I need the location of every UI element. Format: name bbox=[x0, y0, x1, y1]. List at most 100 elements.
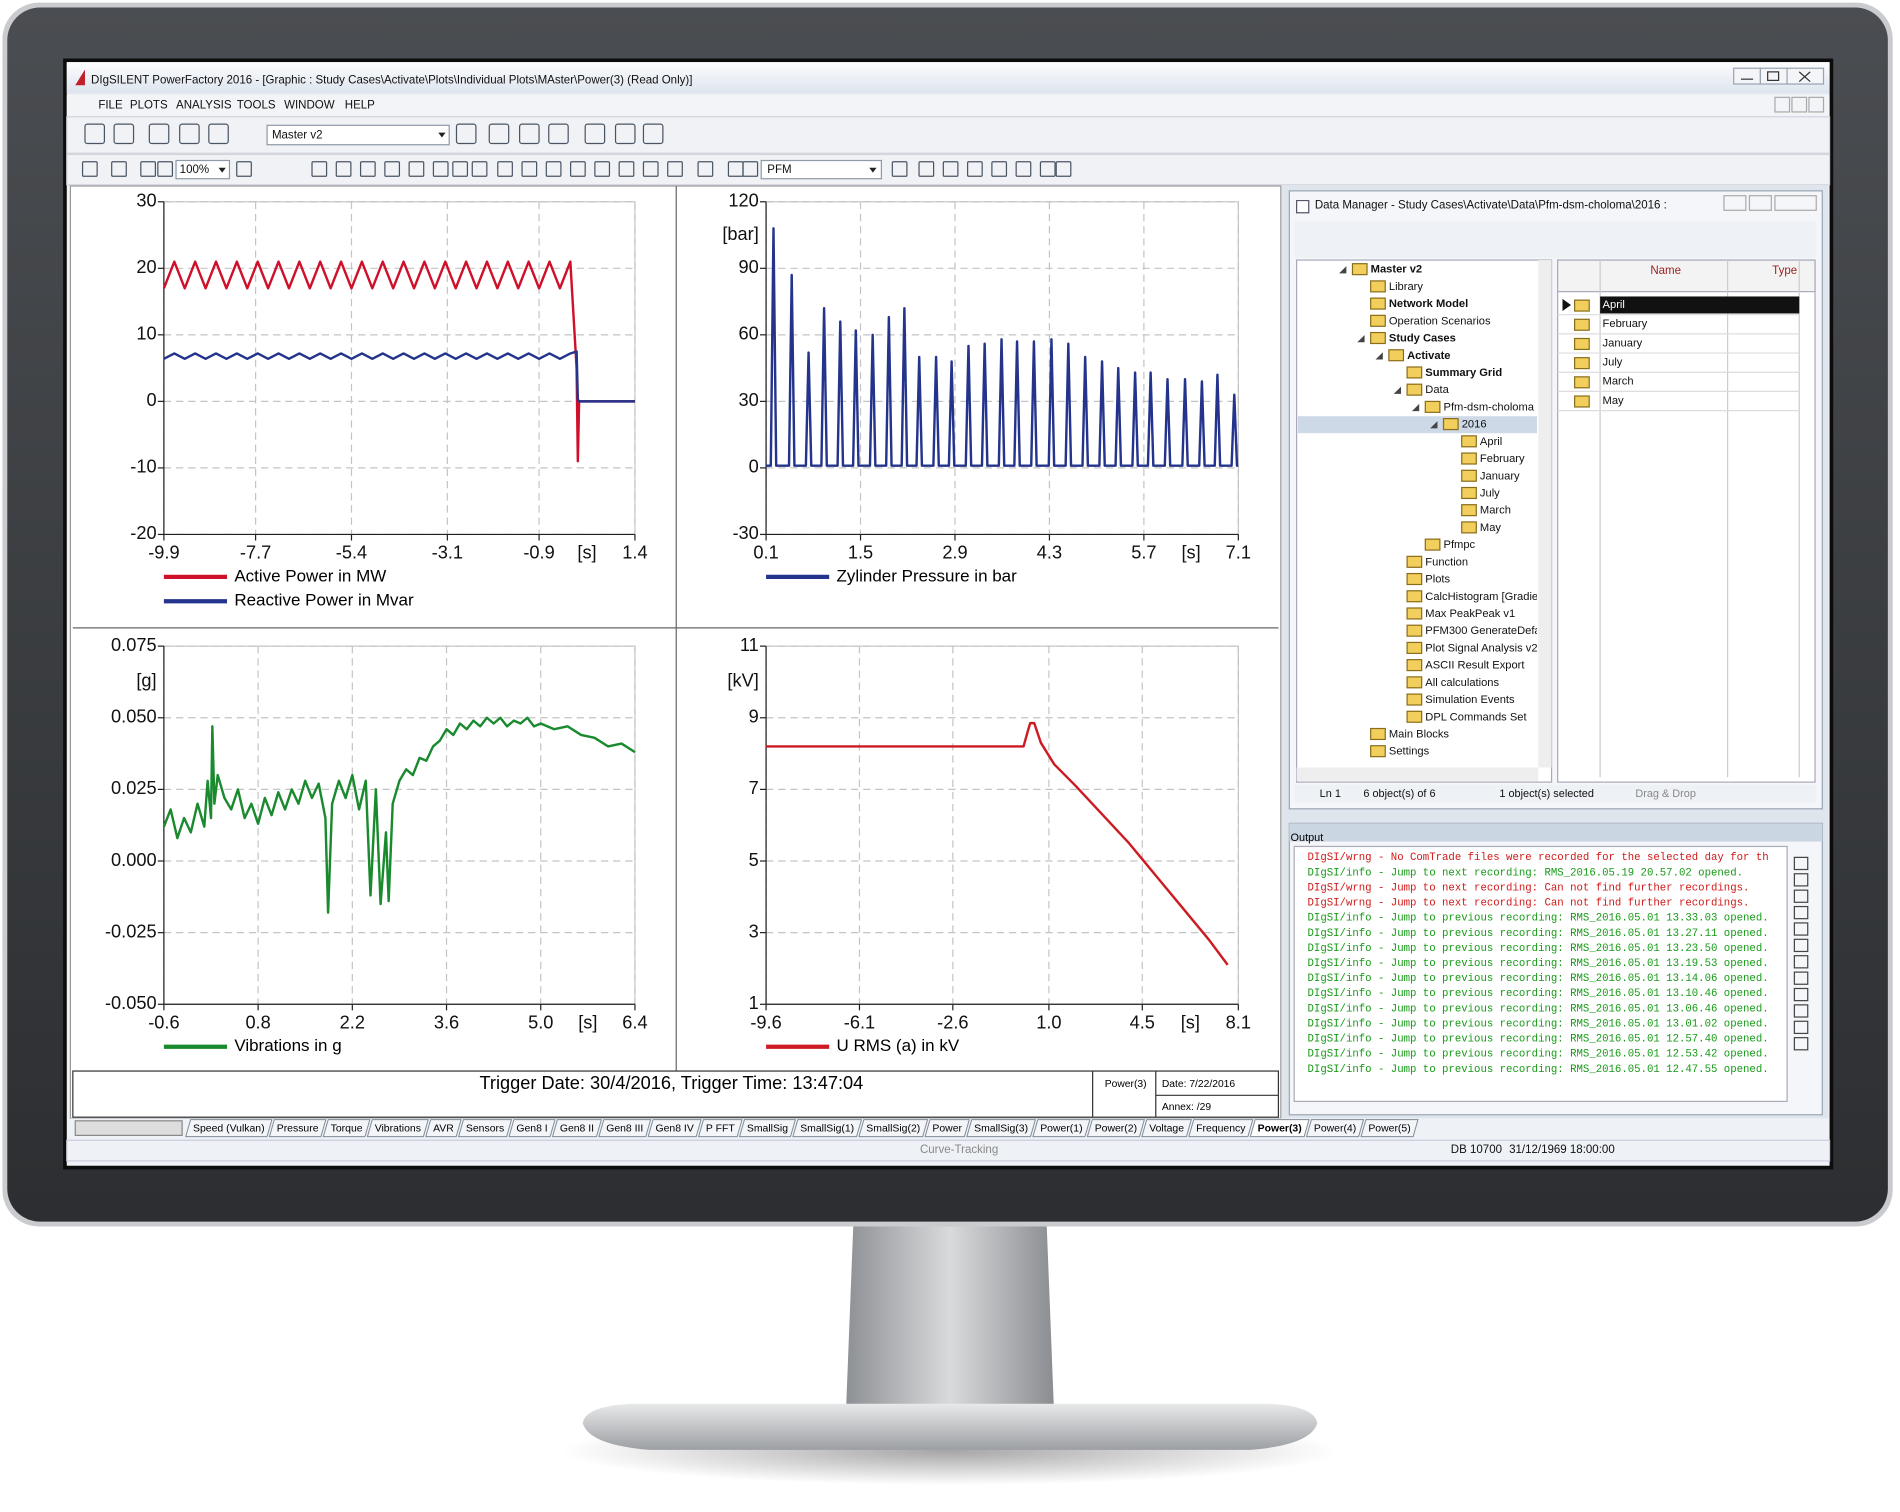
tool-button[interactable] bbox=[84, 123, 106, 145]
tree-item[interactable]: Operation Scenarios bbox=[1389, 315, 1491, 327]
tab-label[interactable]: SmallSig(2) bbox=[866, 1123, 920, 1134]
tool-button[interactable] bbox=[1055, 161, 1072, 177]
tab[interactable] bbox=[551, 1119, 602, 1138]
tool-button[interactable] bbox=[667, 161, 683, 177]
tree-item[interactable]: Plot Signal Analysis v2 bbox=[1425, 642, 1537, 654]
tree-item[interactable]: All calculations bbox=[1425, 677, 1499, 689]
tab-label[interactable]: Gen8 II bbox=[560, 1123, 594, 1134]
tab[interactable] bbox=[1305, 1119, 1365, 1138]
dm-window-buttons[interactable] bbox=[1723, 195, 1817, 211]
tool-button[interactable] bbox=[991, 161, 1008, 177]
tool-button[interactable] bbox=[455, 123, 477, 145]
tool-button[interactable] bbox=[335, 161, 352, 177]
tool-button[interactable] bbox=[618, 161, 635, 177]
tree-item[interactable]: February bbox=[1480, 453, 1525, 465]
tool-button[interactable] bbox=[1793, 873, 1809, 887]
tool-button[interactable] bbox=[584, 123, 606, 145]
tree-hscrollbar[interactable] bbox=[1296, 767, 1539, 781]
tool-button[interactable] bbox=[1793, 905, 1809, 920]
tree-item[interactable]: Pfmpc bbox=[1444, 539, 1476, 551]
list-item[interactable]: July bbox=[1603, 356, 1623, 368]
tree-item[interactable]: January bbox=[1480, 470, 1520, 482]
tab[interactable] bbox=[1360, 1119, 1419, 1138]
tab[interactable] bbox=[322, 1119, 371, 1138]
tool-button[interactable] bbox=[452, 161, 469, 177]
tool-button[interactable] bbox=[1039, 161, 1056, 177]
tool-button[interactable] bbox=[384, 161, 401, 177]
tool-button[interactable] bbox=[519, 123, 540, 145]
tab-nav[interactable] bbox=[74, 1120, 183, 1136]
tree-item[interactable]: July bbox=[1480, 488, 1500, 500]
tool-button[interactable] bbox=[942, 161, 959, 177]
menu-item[interactable]: WINDOW bbox=[284, 99, 335, 111]
tree-item[interactable]: Summary Grid bbox=[1425, 367, 1502, 379]
zoom-value[interactable]: 100% bbox=[180, 164, 209, 176]
tab-label[interactable]: Power(5) bbox=[1368, 1123, 1410, 1134]
project-name[interactable]: Master v2 bbox=[272, 130, 323, 142]
tool-button[interactable] bbox=[594, 161, 611, 177]
tool-button[interactable] bbox=[1793, 987, 1809, 1002]
tool-button[interactable] bbox=[1793, 1020, 1809, 1035]
tool-button[interactable] bbox=[1793, 1004, 1809, 1018]
tool-button[interactable] bbox=[1793, 889, 1809, 903]
mode-combo[interactable] bbox=[760, 159, 883, 180]
tab[interactable] bbox=[508, 1119, 556, 1138]
column-name[interactable]: Name bbox=[1650, 265, 1681, 277]
tool-button[interactable] bbox=[545, 161, 562, 177]
tool-button[interactable] bbox=[548, 123, 569, 145]
tool-button[interactable] bbox=[642, 161, 659, 177]
tree-item[interactable]: Function bbox=[1425, 556, 1468, 568]
tree-item[interactable]: Settings bbox=[1389, 746, 1430, 758]
tool-button[interactable] bbox=[614, 123, 636, 145]
tool-button[interactable] bbox=[742, 161, 759, 177]
tab-label[interactable]: Power(2) bbox=[1095, 1123, 1137, 1134]
tree-expander[interactable] bbox=[1411, 403, 1420, 412]
tool-button[interactable] bbox=[140, 161, 157, 177]
tree-item[interactable]: Master v2 bbox=[1371, 264, 1422, 276]
tool-button[interactable] bbox=[918, 161, 935, 177]
tool-button[interactable] bbox=[1793, 856, 1809, 871]
tab-label[interactable]: Power(3) bbox=[1258, 1123, 1302, 1134]
zoom-combo[interactable] bbox=[175, 159, 231, 180]
tab-label[interactable]: Voltage bbox=[1149, 1123, 1184, 1134]
tool-button[interactable] bbox=[81, 161, 98, 177]
tab-label[interactable]: Torque bbox=[331, 1123, 363, 1134]
tab[interactable] bbox=[1249, 1119, 1310, 1138]
tool-button[interactable] bbox=[642, 123, 664, 145]
tab[interactable] bbox=[425, 1119, 462, 1138]
tree-expander[interactable] bbox=[1393, 386, 1402, 394]
tree-item[interactable]: CalcHistogram [Gradie bbox=[1425, 591, 1538, 603]
tool-button[interactable] bbox=[359, 161, 376, 177]
tree-item[interactable]: Pfm-dsm-choloma bbox=[1444, 401, 1535, 413]
tree-item[interactable]: Plots bbox=[1425, 574, 1450, 586]
tree-item[interactable]: Main Blocks bbox=[1389, 729, 1450, 741]
tree-item[interactable]: Study Cases bbox=[1389, 333, 1456, 345]
tab[interactable] bbox=[185, 1119, 273, 1138]
tab[interactable] bbox=[598, 1119, 652, 1138]
list-item[interactable]: March bbox=[1603, 376, 1634, 388]
tool-button[interactable] bbox=[157, 161, 174, 177]
mode-value[interactable]: PFM bbox=[767, 164, 791, 176]
tab-label[interactable]: Pressure bbox=[277, 1123, 319, 1134]
tab-label[interactable]: Power(1) bbox=[1040, 1123, 1082, 1134]
tool-button[interactable] bbox=[236, 161, 252, 177]
tab-label[interactable]: SmallSig(1) bbox=[800, 1123, 854, 1134]
tool-button[interactable] bbox=[148, 123, 170, 145]
tool-button[interactable] bbox=[311, 161, 328, 177]
tree-item[interactable]: Library bbox=[1389, 281, 1424, 293]
list-item[interactable]: February bbox=[1603, 318, 1648, 330]
tab-label[interactable]: Gen8 III bbox=[606, 1123, 643, 1134]
tab-label[interactable]: Power(4) bbox=[1314, 1123, 1356, 1134]
mdi-buttons[interactable] bbox=[1774, 96, 1825, 113]
menu-item[interactable]: ANALYSIS bbox=[176, 99, 232, 111]
tree-item[interactable]: DPL Commands Set bbox=[1425, 711, 1527, 723]
tool-button[interactable] bbox=[1015, 161, 1032, 177]
tree-expander[interactable] bbox=[1430, 421, 1438, 429]
tab-label[interactable]: AVR bbox=[433, 1123, 454, 1134]
tool-button[interactable] bbox=[521, 161, 538, 177]
tool-button[interactable] bbox=[179, 123, 200, 145]
tree-item[interactable]: March bbox=[1480, 505, 1511, 517]
tool-button[interactable] bbox=[471, 161, 488, 177]
tree-item[interactable]: April bbox=[1480, 436, 1502, 448]
tool-button[interactable] bbox=[891, 161, 908, 177]
